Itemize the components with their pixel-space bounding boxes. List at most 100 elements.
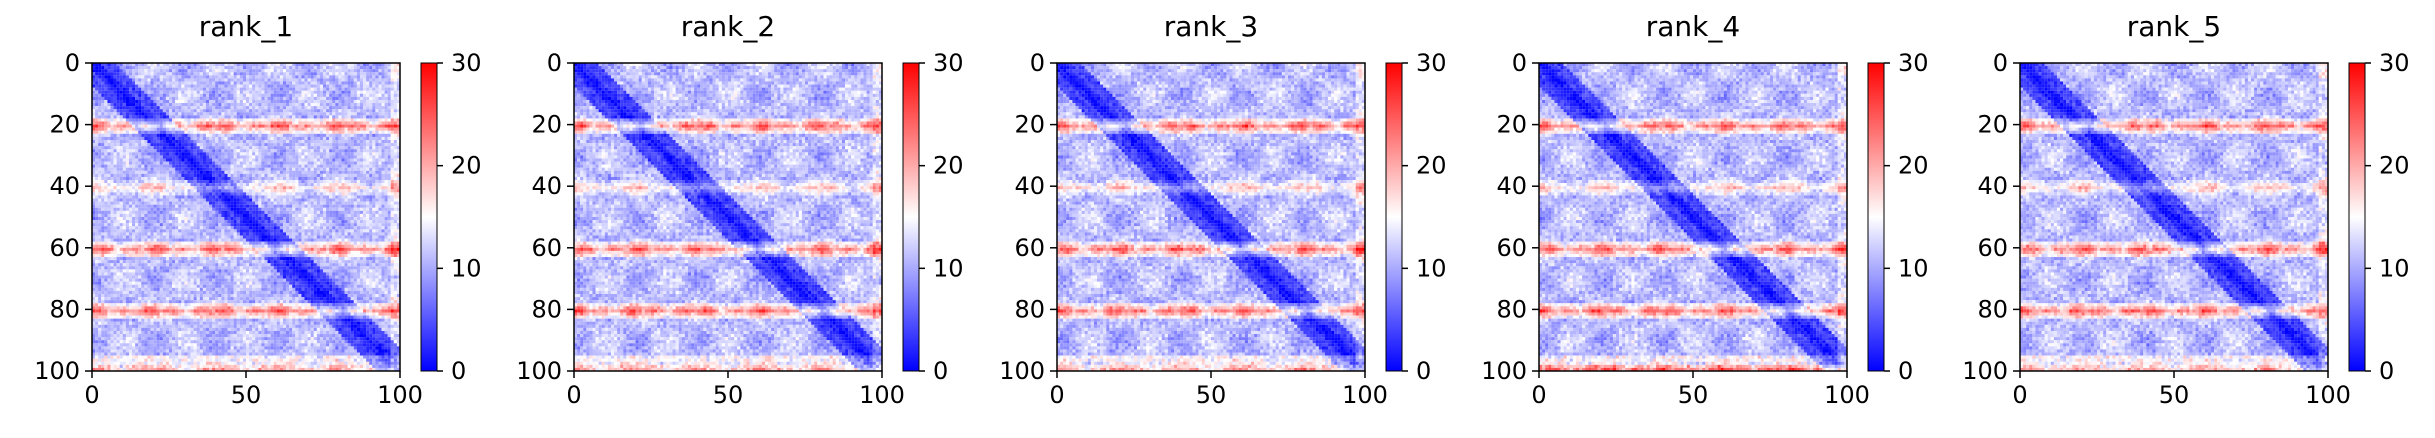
heatmap-cell <box>160 78 163 81</box>
heatmap-cell <box>305 81 308 84</box>
heatmap-cell <box>277 81 280 84</box>
heatmap-cell <box>129 88 132 91</box>
heatmap-cell <box>166 69 169 72</box>
heatmap-cell <box>292 88 295 91</box>
heatmap-cell <box>98 75 101 78</box>
heatmap-cell <box>314 85 317 88</box>
heatmap-cell <box>369 66 372 69</box>
heatmap-cell <box>261 66 264 69</box>
heatmap-cell <box>215 81 218 84</box>
heatmap-cell <box>301 75 304 78</box>
heatmap-cell <box>126 75 129 78</box>
heatmap-cell <box>107 85 110 88</box>
heatmap-cell <box>228 69 231 72</box>
heatmap-cell <box>98 78 101 81</box>
heatmap-cell <box>228 88 231 91</box>
heatmap-cell <box>197 88 200 91</box>
heatmap-cell <box>320 72 323 75</box>
heatmap-cell <box>237 81 240 84</box>
heatmap-cell <box>385 72 388 75</box>
heatmap-cell <box>123 91 126 94</box>
heatmap-cell <box>126 69 129 72</box>
heatmap-cell <box>98 85 101 88</box>
heatmap-cell <box>120 81 123 84</box>
heatmap-cell <box>252 66 255 69</box>
heatmap-cell <box>117 75 120 78</box>
heatmap-cell <box>366 72 369 75</box>
heatmap-cell <box>314 78 317 81</box>
heatmap-cell <box>295 78 298 81</box>
heatmap-cell <box>317 69 320 72</box>
heatmap-cell <box>326 88 329 91</box>
heatmap-cell <box>117 81 120 84</box>
heatmap-cell <box>252 81 255 84</box>
heatmap-cell <box>135 91 138 94</box>
heatmap-cell <box>191 81 194 84</box>
heatmap-cell <box>98 72 101 75</box>
heatmap-cell <box>234 69 237 72</box>
heatmap-cell <box>338 81 341 84</box>
heatmap-cell <box>144 85 147 88</box>
heatmap-cell <box>117 72 120 75</box>
heatmap-cell <box>301 78 304 81</box>
heatmap-cell <box>243 69 246 72</box>
heatmap-cell <box>175 75 178 78</box>
heatmap-cell <box>301 88 304 91</box>
heatmap-cell <box>298 75 301 78</box>
heatmap-cell <box>160 69 163 72</box>
heatmap-cell <box>274 81 277 84</box>
heatmap-cell <box>191 78 194 81</box>
heatmap-cell <box>268 69 271 72</box>
heatmap-cell <box>341 88 344 91</box>
heatmap-cell <box>172 78 175 81</box>
heatmap-cell <box>126 66 129 69</box>
heatmap-cell <box>154 75 157 78</box>
heatmap-cell <box>135 85 138 88</box>
heatmap-cell <box>138 75 141 78</box>
heatmap-cell <box>363 85 366 88</box>
heatmap-cell <box>329 66 332 69</box>
heatmap-cell <box>366 85 369 88</box>
heatmap-cell <box>181 78 184 81</box>
heatmap-cell <box>194 66 197 69</box>
heatmap-cell <box>323 88 326 91</box>
heatmap-cell <box>157 75 160 78</box>
heatmap-cell <box>203 91 206 94</box>
heatmap-cell <box>295 72 298 75</box>
heatmap-cell <box>388 72 391 75</box>
heatmap-cell <box>271 85 274 88</box>
heatmap-cell <box>175 69 178 72</box>
heatmap-cell <box>117 69 120 72</box>
heatmap-cell <box>348 75 351 78</box>
heatmap-cell <box>234 85 237 88</box>
heatmap-cell <box>237 88 240 91</box>
heatmap-cell <box>197 66 200 69</box>
heatmap-cell <box>385 66 388 69</box>
heatmap-cell <box>157 78 160 81</box>
heatmap-cell <box>218 69 221 72</box>
heatmap-cell <box>184 85 187 88</box>
heatmap-cell <box>249 78 252 81</box>
heatmap-cell <box>394 88 397 91</box>
heatmap-cell <box>298 81 301 84</box>
heatmap-cell <box>169 81 172 84</box>
heatmap-cell <box>194 75 197 78</box>
heatmap-cell <box>243 72 246 75</box>
heatmap-cell <box>348 88 351 91</box>
heatmap-cell <box>110 72 113 75</box>
heatmap-cell <box>271 69 274 72</box>
heatmap-cell <box>197 69 200 72</box>
heatmap-cell <box>160 85 163 88</box>
heatmap-cell <box>147 88 150 91</box>
heatmap-cell <box>394 85 397 88</box>
heatmap-cell <box>378 81 381 84</box>
heatmap-cell <box>212 78 215 81</box>
heatmap-cell <box>335 75 338 78</box>
heatmap-cell <box>363 66 366 69</box>
heatmap-cell <box>123 72 126 75</box>
heatmap-cell <box>218 81 221 84</box>
heatmap-cell <box>169 85 172 88</box>
heatmap-cell <box>258 75 261 78</box>
heatmap-cell <box>332 88 335 91</box>
heatmap-cell <box>141 66 144 69</box>
